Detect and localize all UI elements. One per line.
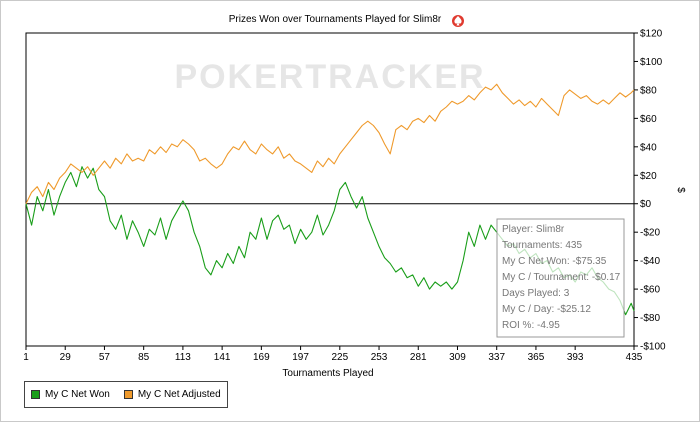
x-tick-label: 57	[99, 352, 111, 363]
legend-item-net-adjusted[interactable]: My C Net Adjusted	[123, 389, 221, 400]
x-tick-label: 253	[371, 352, 388, 363]
data-tooltip: Player: Slim8r Tournaments: 435 My C Net W…	[496, 218, 625, 338]
watermark: POKERTRACKER	[174, 58, 485, 96]
x-tick-label: 113	[175, 352, 191, 363]
plot-area	[25, 32, 635, 347]
legend-label: My C Net Adjusted	[137, 389, 221, 400]
y-tick-label: -$100	[640, 342, 666, 353]
tooltip-line: Tournaments: 435	[502, 240, 582, 251]
x-tick-label: 29	[60, 352, 72, 363]
x-tick-label: 337	[488, 352, 505, 363]
y-tick-label: $120	[640, 29, 663, 40]
legend-label: My C Net Won	[45, 389, 110, 400]
y-tick-label: $80	[640, 85, 657, 96]
x-tick-label: 85	[138, 352, 150, 363]
y-tick-label: $0	[640, 199, 652, 210]
x-tick-label: 435	[626, 352, 643, 363]
x-tick-label: 141	[214, 352, 231, 363]
x-tick-label: 169	[253, 352, 270, 363]
y-tick-label: $60	[640, 114, 657, 125]
x-tick-label: 197	[292, 352, 309, 363]
x-tick-label: 1	[23, 352, 29, 363]
spade-icon	[452, 15, 464, 27]
tooltip-line: My C / Tournament: -$0.17	[502, 272, 621, 283]
legend-item-net-won[interactable]: My C Net Won	[31, 389, 110, 400]
tooltip-line: Days Played: 3	[502, 288, 570, 299]
legend-swatch-green	[31, 390, 40, 399]
y-tick-label: -$40	[640, 256, 660, 267]
y-tick-label: $40	[640, 142, 657, 153]
tooltip-line: My C Net Won: -$75.35	[502, 256, 607, 267]
y-axis-title: $	[675, 187, 686, 193]
y-tick-label: -$20	[640, 228, 660, 239]
y-tick-label: $100	[640, 57, 663, 68]
tooltip-line: My C / Day: -$25.12	[502, 304, 591, 315]
tooltip-line: ROI %: -4.95	[502, 320, 560, 331]
x-tick-label: 309	[449, 352, 466, 363]
legend-swatch-orange	[123, 390, 133, 399]
x-axis-title: Tournaments Played	[282, 368, 373, 379]
x-tick-label: 281	[410, 352, 427, 363]
chart-title: Prizes Won over Tournaments Played for S…	[229, 14, 442, 25]
series-line-net-adjusted	[25, 83, 635, 204]
y-tick-label: -$60	[640, 285, 660, 296]
watermark-text: POKERTRACKER	[174, 58, 485, 96]
tooltip-box	[496, 218, 625, 338]
x-tick-label: 225	[331, 352, 348, 363]
y-tick-label: -$80	[640, 313, 660, 324]
y-tick-label: $20	[640, 171, 657, 182]
x-tick-label: 393	[567, 352, 584, 363]
chart-legend: My C Net Won My C Net Adjusted	[24, 381, 228, 408]
x-tick-label: 365	[528, 352, 545, 363]
tooltip-line: Player: Slim8r	[502, 224, 565, 235]
